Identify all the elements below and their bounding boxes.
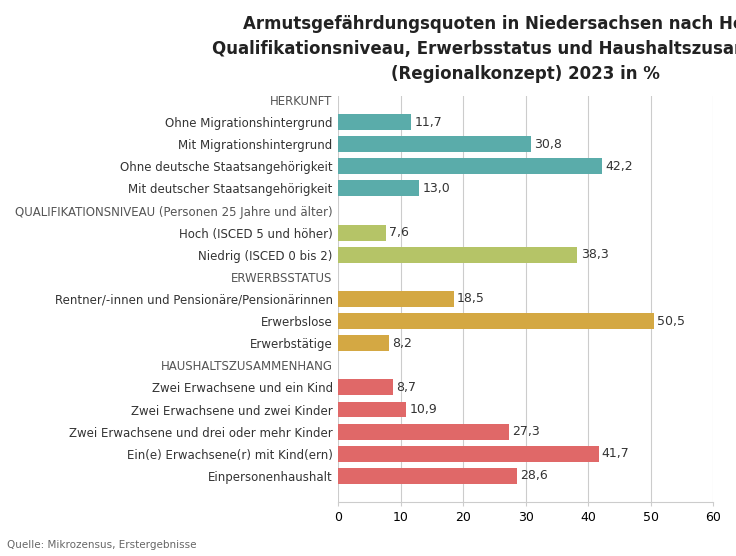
Text: 13,0: 13,0: [422, 182, 450, 195]
Text: 38,3: 38,3: [581, 249, 609, 261]
Bar: [338, 468, 517, 484]
Bar: [338, 247, 578, 263]
Text: 30,8: 30,8: [534, 138, 562, 151]
Bar: [338, 291, 454, 307]
Bar: [338, 114, 411, 130]
Text: 28,6: 28,6: [520, 469, 548, 483]
Text: 42,2: 42,2: [605, 160, 633, 173]
Bar: [338, 335, 389, 351]
Text: 8,7: 8,7: [396, 381, 416, 394]
Bar: [338, 424, 509, 440]
Bar: [338, 225, 386, 241]
Text: 27,3: 27,3: [512, 425, 539, 438]
Bar: [338, 446, 598, 461]
Bar: [338, 401, 406, 418]
Bar: [338, 158, 602, 174]
Text: 7,6: 7,6: [389, 226, 408, 239]
Text: 50,5: 50,5: [657, 315, 684, 327]
Bar: [338, 136, 531, 152]
Text: 18,5: 18,5: [457, 292, 485, 305]
Bar: [338, 181, 420, 196]
Bar: [338, 313, 654, 329]
Bar: [338, 379, 392, 395]
Title: Armutsgefährdungsquoten in Niedersachsen nach Herkunft,
Qualifikationsniveau, Er: Armutsgefährdungsquoten in Niedersachsen…: [213, 15, 736, 83]
Text: 10,9: 10,9: [409, 403, 437, 416]
Text: 8,2: 8,2: [392, 337, 412, 350]
Text: 11,7: 11,7: [414, 116, 442, 128]
Text: 41,7: 41,7: [602, 447, 629, 460]
Text: Quelle: Mikrozensus, Erstergebnisse: Quelle: Mikrozensus, Erstergebnisse: [7, 540, 197, 550]
